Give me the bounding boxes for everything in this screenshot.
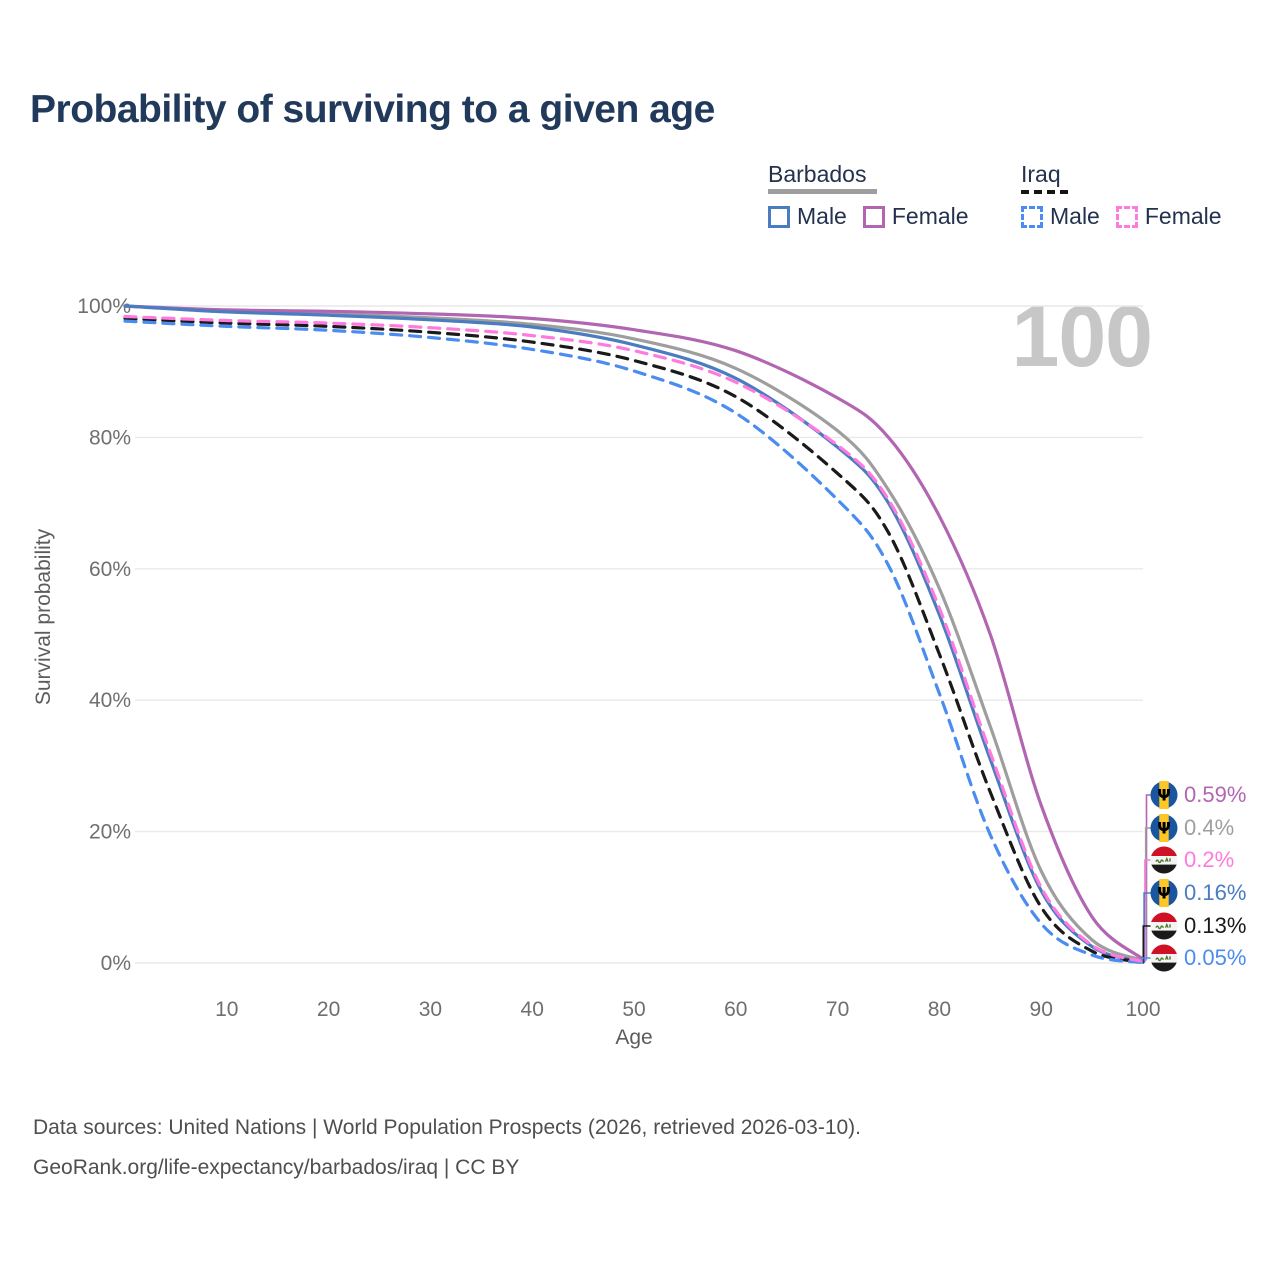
y-tick-label-0: 0% xyxy=(101,952,131,975)
x-tick-label-10: 10 xyxy=(215,998,238,1021)
x-axis-title: Age xyxy=(615,1026,653,1049)
series-line-barbados-male xyxy=(123,304,1145,964)
x-tick-label-100: 100 xyxy=(1125,998,1160,1021)
legend-group-barbados: Barbados Male Female xyxy=(768,162,969,230)
legend-item-iraq-female[interactable]: Female xyxy=(1115,203,1222,230)
legend-label-iraq-male: Male xyxy=(1050,203,1100,229)
y-tick-label-40: 40% xyxy=(89,689,131,712)
x-tick-label-50: 50 xyxy=(622,998,645,1021)
legend-swatch-iraq-male[interactable] xyxy=(1021,205,1043,228)
legend-item-barbados-female[interactable]: Female xyxy=(862,203,969,230)
x-tick-label-20: 20 xyxy=(317,998,340,1021)
series-line-iraq-female xyxy=(123,314,1145,964)
legend-swatch-barbados-male[interactable] xyxy=(768,205,790,228)
y-axis-title: Survival probability xyxy=(32,528,55,706)
series-line-iraq-all xyxy=(123,316,1145,964)
y-tick-label-100: 100% xyxy=(77,295,131,318)
footer-attribution: GeoRank.org/life-expectancy/barbados/ira… xyxy=(33,1156,520,1179)
legend-item-iraq-male[interactable]: Male xyxy=(1021,203,1100,230)
y-tick-label-60: 60% xyxy=(89,558,131,581)
legend-group-title-iraq: Iraq xyxy=(1021,161,1061,187)
series-line-iraq-male xyxy=(123,319,1145,965)
x-tick-label-70: 70 xyxy=(826,998,849,1021)
end-label-connector-5 xyxy=(1141,957,1151,964)
y-tick-label-20: 20% xyxy=(89,821,131,844)
series-line-barbados-female xyxy=(123,304,1145,961)
x-tick-label-90: 90 xyxy=(1030,998,1053,1021)
age-watermark: 100 xyxy=(1011,289,1153,385)
legend-underline-barbados-all-line xyxy=(768,189,877,194)
legend-group-title-barbados: Barbados xyxy=(768,161,867,187)
x-tick-label-60: 60 xyxy=(724,998,747,1021)
footer: Data sources: United Nations | World Pop… xyxy=(33,1108,861,1188)
legend-label-iraq-female: Female xyxy=(1144,203,1222,229)
x-tick-label-80: 80 xyxy=(928,998,951,1021)
legend-item-barbados-male[interactable]: Male xyxy=(768,203,847,230)
legend-group-iraq: Iraq Male Female xyxy=(1021,162,1222,230)
legend-swatch-barbados-female[interactable] xyxy=(862,205,885,228)
legend-label-barbados-female: Female xyxy=(891,203,969,229)
y-tick-label-80: 80% xyxy=(89,426,131,449)
page-title: Probability of surviving to a given age xyxy=(30,88,715,131)
footer-data-sources: Data sources: United Nations | World Pop… xyxy=(33,1116,862,1139)
legend-underline-iraq-all-line xyxy=(1021,190,1068,194)
legend-swatch-iraq-female[interactable] xyxy=(1115,205,1138,228)
legend-label-barbados-male: Male xyxy=(797,203,847,229)
x-tick-label-40: 40 xyxy=(521,998,544,1021)
x-tick-label-30: 30 xyxy=(419,998,442,1021)
